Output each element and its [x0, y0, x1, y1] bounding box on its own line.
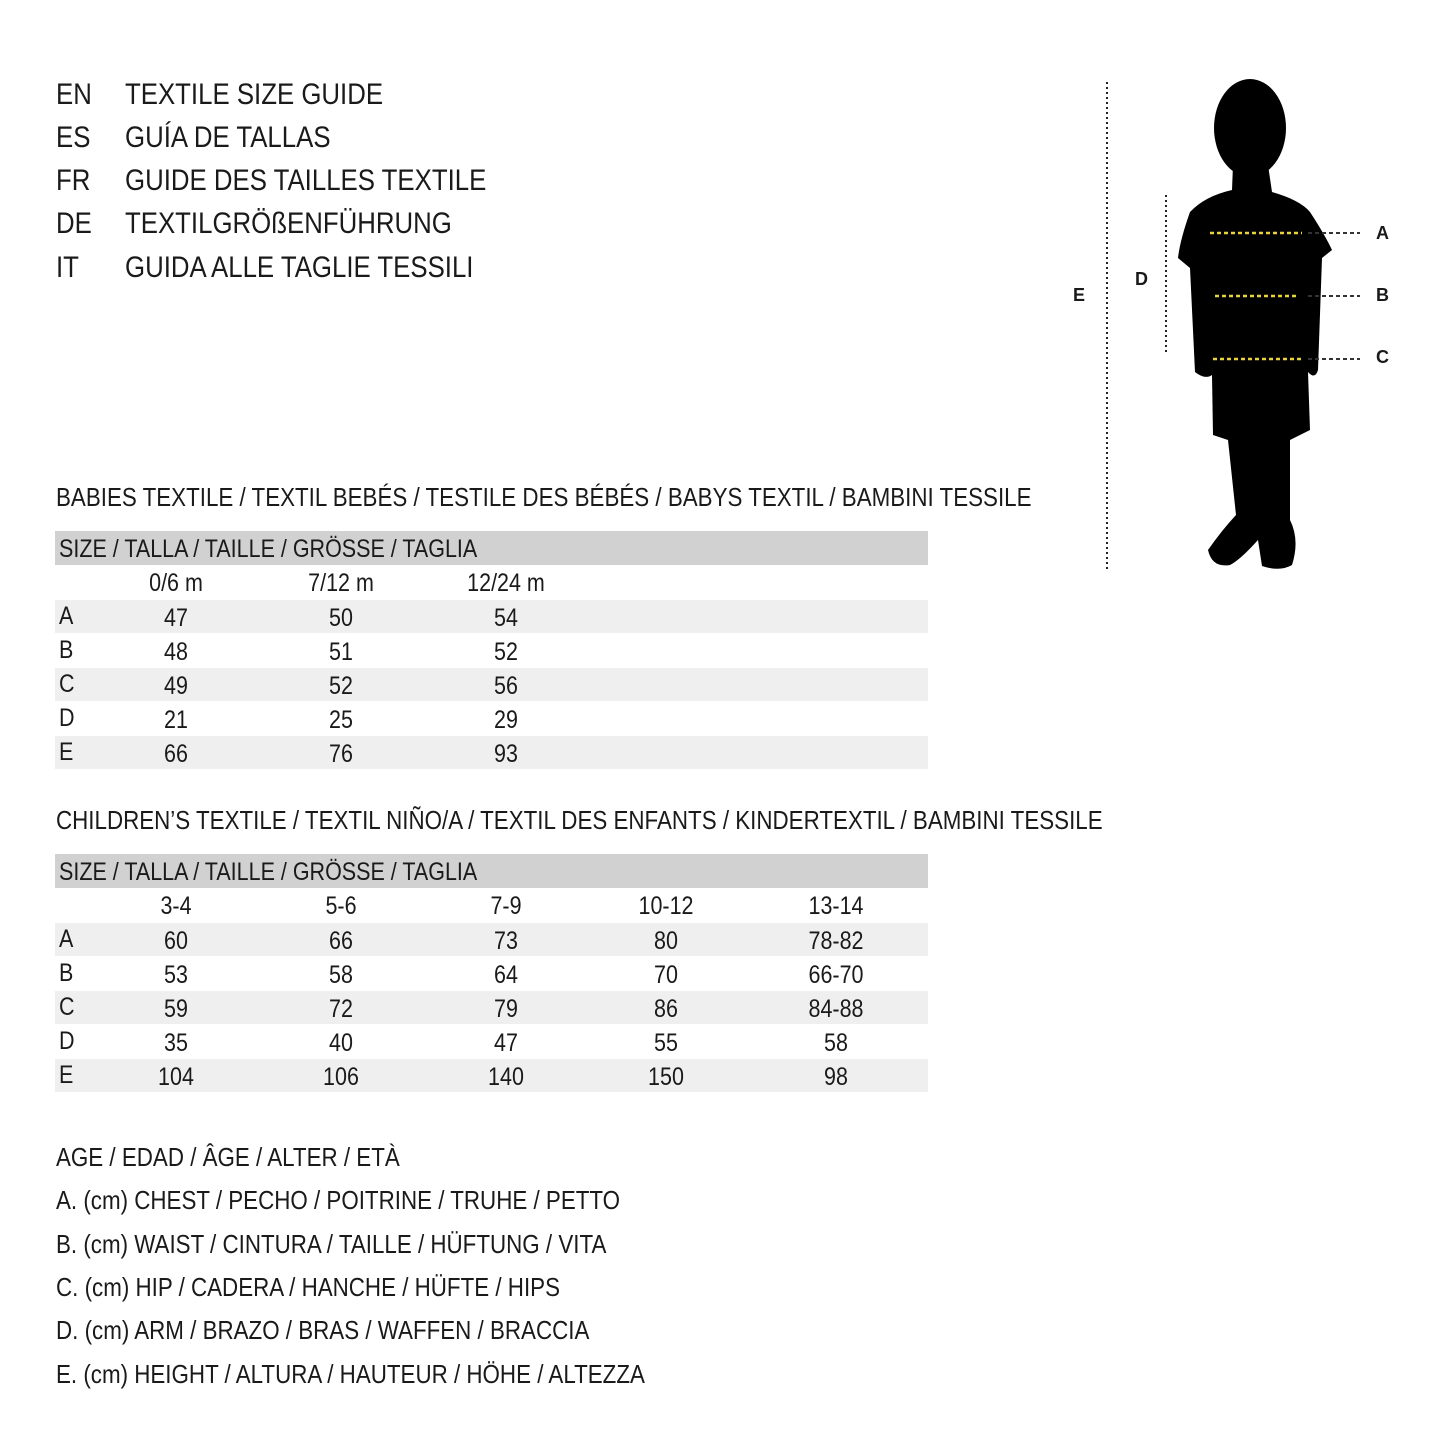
table-cell: 64 — [494, 961, 518, 989]
column-header: 13-14 — [808, 892, 864, 920]
legend-item: E. (cm) HEIGHT / ALTURA / HAUTEUR / HÖHE… — [56, 1359, 645, 1389]
table-cell: 25 — [329, 706, 353, 734]
row-label: D — [59, 1027, 75, 1055]
table-cell: 106 — [323, 1063, 359, 1091]
table-row-stripe — [55, 600, 928, 633]
babies-table-header-bar — [55, 531, 928, 565]
table-cell: 40 — [329, 1029, 353, 1057]
table-cell: 70 — [654, 961, 678, 989]
table-cell: 49 — [164, 672, 188, 700]
column-header: 12/24 m — [467, 569, 545, 597]
lang-code: DE — [56, 207, 92, 240]
table-row-stripe — [55, 736, 928, 769]
legend-item: C. (cm) HIP / CADERA / HANCHE / HÜFTE / … — [56, 1272, 560, 1302]
babies-section-title: BABIES TEXTILE / TEXTIL BEBÉS / TESTILE … — [56, 482, 1032, 512]
title-text: GUÍA DE TALLAS — [125, 121, 331, 154]
column-header: 10-12 — [638, 892, 694, 920]
lang-code: ES — [56, 121, 91, 154]
table-cell: 55 — [654, 1029, 678, 1057]
table-cell: 84-88 — [808, 995, 864, 1023]
row-label: D — [59, 704, 75, 732]
lang-code: IT — [56, 251, 79, 284]
table-cell: 50 — [329, 604, 353, 632]
row-label: E — [59, 738, 74, 766]
table-cell: 140 — [488, 1063, 524, 1091]
figure-label-d: D — [1135, 269, 1148, 289]
row-label: C — [59, 670, 75, 698]
table-cell: 93 — [494, 740, 518, 768]
table-cell: 104 — [158, 1063, 194, 1091]
legend-item: B. (cm) WAIST / CINTURA / TAILLE / HÜFTU… — [56, 1229, 607, 1259]
column-header: 7-9 — [490, 892, 522, 920]
table-cell: 53 — [164, 961, 188, 989]
table-cell: 29 — [494, 706, 518, 734]
title-text: TEXTILE SIZE GUIDE — [125, 78, 384, 111]
table-cell: 48 — [164, 638, 188, 666]
table-cell: 52 — [494, 638, 518, 666]
table-cell: 35 — [164, 1029, 188, 1057]
table-cell: 150 — [648, 1063, 684, 1091]
table-cell: 66 — [164, 740, 188, 768]
table-cell: 59 — [164, 995, 188, 1023]
figure-label-a: A — [1376, 223, 1389, 243]
babies-table-header: SIZE / TALLA / TAILLE / GRÖSSE / TAGLIA — [59, 535, 478, 563]
table-cell: 51 — [329, 638, 353, 666]
title-text: GUIDE DES TAILLES TEXTILE — [125, 164, 487, 197]
table-cell: 56 — [494, 672, 518, 700]
table-cell: 66-70 — [808, 961, 864, 989]
row-label: C — [59, 993, 75, 1021]
table-cell: 86 — [654, 995, 678, 1023]
table-cell: 54 — [494, 604, 518, 632]
table-cell: 80 — [654, 927, 678, 955]
lang-code: FR — [56, 164, 91, 197]
table-row-stripe — [55, 668, 928, 701]
table-cell: 47 — [164, 604, 188, 632]
table-row-stripe — [55, 923, 928, 956]
legend-item: AGE / EDAD / ÂGE / ALTER / ETÀ — [56, 1142, 400, 1172]
column-header: 0/6 m — [149, 569, 203, 597]
table-cell: 72 — [329, 995, 353, 1023]
table-cell: 78-82 — [808, 927, 864, 955]
table-cell: 60 — [164, 927, 188, 955]
table-cell: 76 — [329, 740, 353, 768]
row-label: E — [59, 1061, 74, 1089]
legend-item: D. (cm) ARM / BRAZO / BRAS / WAFFEN / BR… — [56, 1315, 590, 1345]
table-cell: 52 — [329, 672, 353, 700]
figure-label-c: C — [1376, 347, 1389, 367]
table-cell: 98 — [824, 1063, 848, 1091]
column-header: 3-4 — [160, 892, 192, 920]
table-cell: 79 — [494, 995, 518, 1023]
table-cell: 47 — [494, 1029, 518, 1057]
table-cell: 58 — [329, 961, 353, 989]
row-label: B — [59, 959, 74, 987]
table-cell: 58 — [824, 1029, 848, 1057]
lang-code: EN — [56, 78, 92, 111]
row-label: A — [59, 925, 74, 953]
row-label: B — [59, 636, 74, 664]
title-text: GUIDA ALLE TAGLIE TESSILI — [125, 251, 474, 284]
figure-label-b: B — [1376, 285, 1389, 305]
table-row-stripe — [55, 991, 928, 1024]
table-row-stripe — [55, 1059, 928, 1092]
children-table-header: SIZE / TALLA / TAILLE / GRÖSSE / TAGLIA — [59, 858, 478, 886]
table-cell: 21 — [164, 706, 188, 734]
column-header: 5-6 — [325, 892, 357, 920]
row-label: A — [59, 602, 74, 630]
figure-label-e: E — [1073, 285, 1086, 305]
table-cell: 66 — [329, 927, 353, 955]
children-section-title: CHILDREN’S TEXTILE / TEXTIL NIÑO/A / TEX… — [56, 805, 1103, 835]
legend-item: A. (cm) CHEST / PECHO / POITRINE / TRUHE… — [56, 1185, 621, 1215]
table-cell: 73 — [494, 927, 518, 955]
child-silhouette-icon — [1178, 79, 1332, 569]
children-table-header-bar — [55, 854, 928, 888]
title-text: TEXTILGRÖßENFÜHRUNG — [125, 207, 452, 240]
column-header: 7/12 m — [308, 569, 374, 597]
